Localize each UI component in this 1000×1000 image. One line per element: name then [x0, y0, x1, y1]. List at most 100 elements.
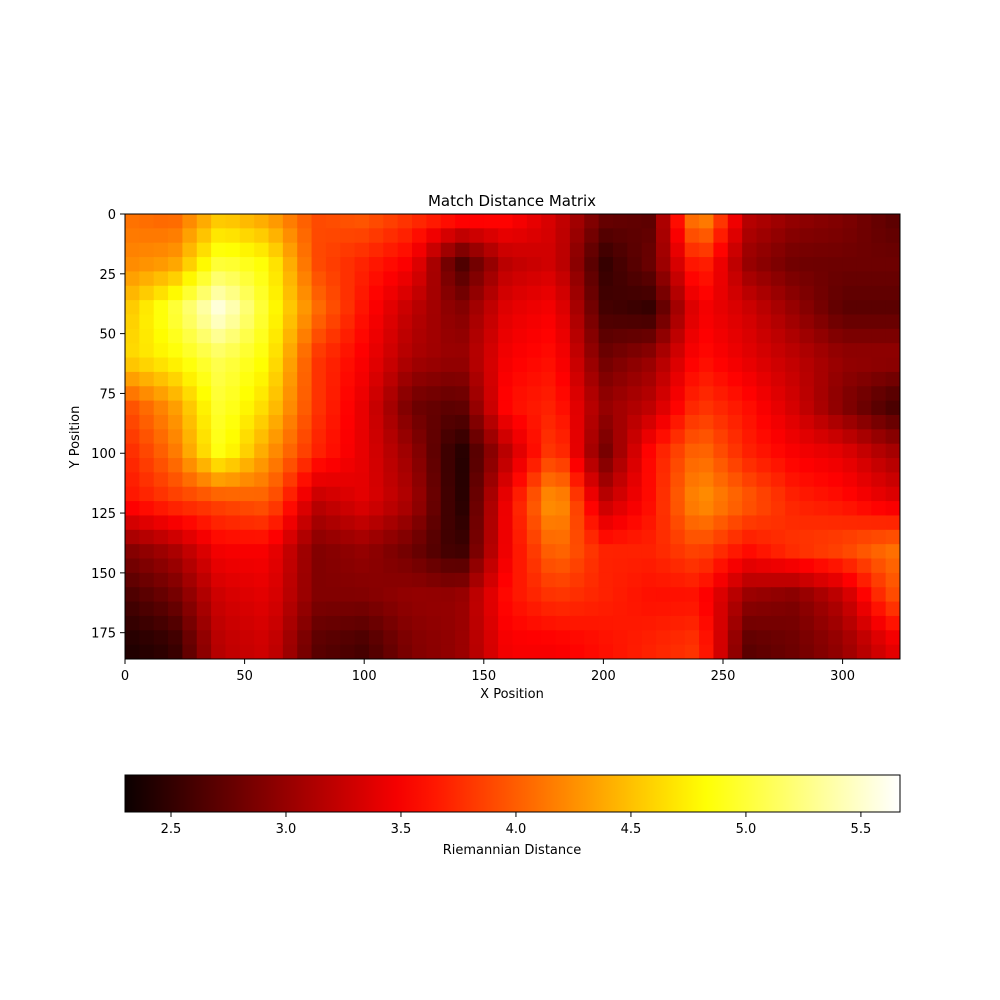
heatmap-cell [455, 544, 471, 560]
heatmap-cell [440, 386, 456, 402]
heatmap-cell [368, 615, 384, 631]
heatmap-cell [670, 601, 686, 617]
heatmap-cell [756, 529, 772, 545]
heatmap-cell [885, 472, 900, 488]
heatmap-cell [885, 429, 900, 445]
heatmap-cell [182, 558, 198, 574]
heatmap-cell [397, 572, 413, 588]
heatmap-cell [268, 486, 284, 502]
heatmap-cell [383, 558, 399, 574]
heatmap-cell [512, 257, 528, 273]
heatmap-cell [727, 458, 743, 473]
heatmap-cell [670, 544, 686, 560]
heatmap-cell [871, 501, 887, 517]
heatmap-cell [641, 472, 657, 488]
heatmap-cell [627, 357, 643, 373]
heatmap-cell [828, 414, 844, 430]
heatmap-cell [670, 214, 686, 229]
heatmap-cell [612, 601, 628, 617]
heatmap-cell [612, 371, 628, 387]
heatmap-cell [799, 443, 815, 459]
heatmap-cell [325, 630, 341, 646]
heatmap-cell [125, 386, 140, 402]
heatmap-cell [426, 558, 442, 574]
heatmap-cell [268, 615, 284, 631]
heatmap-cell [225, 414, 241, 430]
heatmap-cell [340, 529, 356, 545]
heatmap-cell [612, 328, 628, 344]
heatmap-cell [555, 544, 571, 560]
heatmap-cell [368, 601, 384, 617]
heatmap-cell [871, 429, 887, 445]
heatmap-cell [641, 529, 657, 545]
heatmap-cell [541, 587, 557, 603]
heatmap-cell [254, 242, 270, 258]
heatmap-cell [598, 429, 614, 445]
heatmap-cell [713, 587, 729, 603]
heatmap-cell [340, 443, 356, 459]
heatmap-cell [311, 587, 327, 603]
heatmap-cell [699, 285, 715, 301]
heatmap-cell [598, 472, 614, 488]
heatmap-cell [498, 644, 514, 659]
heatmap-cell [383, 371, 399, 387]
heatmap-cell [397, 458, 413, 473]
heatmap-cell [383, 458, 399, 473]
heatmap-cell [311, 486, 327, 502]
heatmap-cell [713, 314, 729, 330]
heatmap-cell [512, 328, 528, 344]
heatmap-cell [368, 314, 384, 330]
heatmap-cell [756, 271, 772, 287]
heatmap-cell [383, 515, 399, 531]
heatmap-cell [569, 257, 585, 273]
heatmap-cell [670, 529, 686, 545]
heatmap-cell [569, 386, 585, 402]
heatmap-cell [254, 601, 270, 617]
heatmap-cell [598, 357, 614, 373]
heatmap-cell [397, 529, 413, 545]
heatmap-cell [684, 300, 700, 316]
heatmap-cell [383, 414, 399, 430]
heatmap-cell [282, 400, 298, 416]
heatmap-cell [770, 285, 786, 301]
heatmap-cell [426, 371, 442, 387]
heatmap-cell [168, 558, 184, 574]
heatmap-cell [196, 458, 212, 473]
heatmap-cell [541, 314, 557, 330]
heatmap-cell [139, 414, 155, 430]
heatmap-cell [756, 371, 772, 387]
heatmap-cell [856, 529, 872, 545]
heatmap-cell [699, 214, 715, 229]
heatmap-cell [440, 458, 456, 473]
heatmap-cell [397, 429, 413, 445]
heatmap-cell [297, 501, 313, 517]
heatmap-cell [713, 472, 729, 488]
heatmap-cell [455, 214, 471, 229]
heatmap-cell [297, 214, 313, 229]
heatmap-cell [311, 328, 327, 344]
heatmap-cell [498, 529, 514, 545]
heatmap-cell [641, 458, 657, 473]
heatmap-cell [871, 644, 887, 659]
heatmap-cell [699, 429, 715, 445]
heatmap-cell [742, 558, 758, 574]
heatmap-cell [541, 644, 557, 659]
heatmap-cell [555, 414, 571, 430]
heatmap-cell [813, 343, 829, 359]
heatmap-cell [885, 328, 900, 344]
heatmap-cell [268, 501, 284, 517]
heatmap-cell [828, 644, 844, 659]
heatmap-cell [584, 443, 600, 459]
heatmap-cell [455, 257, 471, 273]
heatmap-cell [555, 300, 571, 316]
heatmap-cell [627, 630, 643, 646]
heatmap-cell [225, 300, 241, 316]
heatmap-cell [627, 328, 643, 344]
heatmap-cell [555, 529, 571, 545]
heatmap-cell [699, 314, 715, 330]
heatmap-cell [325, 429, 341, 445]
heatmap-cell [871, 587, 887, 603]
heatmap-cell [512, 615, 528, 631]
heatmap-cell [641, 501, 657, 517]
heatmap-cell [469, 644, 485, 659]
